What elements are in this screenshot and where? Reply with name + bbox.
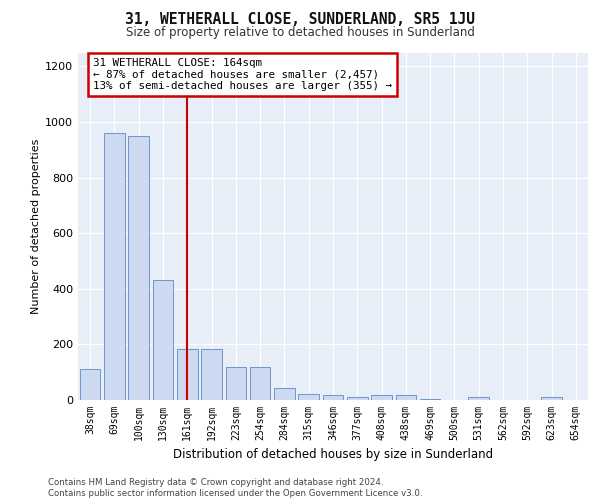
Bar [420, 398, 440, 400]
Bar [395, 395, 416, 400]
Bar [323, 395, 343, 400]
Bar [298, 394, 319, 400]
Bar [201, 348, 222, 400]
Bar [152, 280, 173, 400]
Bar [371, 395, 392, 400]
Text: 31 WETHERALL CLOSE: 164sqm
← 87% of detached houses are smaller (2,457)
13% of s: 31 WETHERALL CLOSE: 164sqm ← 87% of deta… [94, 58, 392, 91]
Text: Contains HM Land Registry data © Crown copyright and database right 2024.
Contai: Contains HM Land Registry data © Crown c… [48, 478, 422, 498]
Y-axis label: Number of detached properties: Number of detached properties [31, 138, 41, 314]
X-axis label: Distribution of detached houses by size in Sunderland: Distribution of detached houses by size … [173, 448, 493, 462]
Bar [347, 397, 368, 400]
Text: Size of property relative to detached houses in Sunderland: Size of property relative to detached ho… [125, 26, 475, 39]
Bar [274, 388, 295, 400]
Bar [250, 366, 271, 400]
Bar [226, 366, 246, 400]
Bar [469, 396, 489, 400]
Bar [80, 370, 100, 400]
Bar [104, 133, 125, 400]
Text: 31, WETHERALL CLOSE, SUNDERLAND, SR5 1JU: 31, WETHERALL CLOSE, SUNDERLAND, SR5 1JU [125, 12, 475, 28]
Bar [128, 136, 149, 400]
Bar [541, 397, 562, 400]
Bar [177, 348, 197, 400]
